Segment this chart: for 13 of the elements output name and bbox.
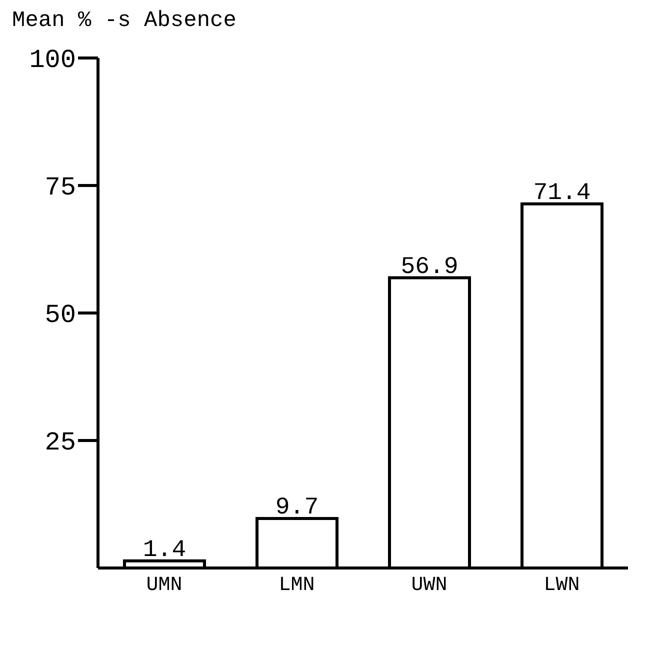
y-tick-label: 100 — [29, 45, 76, 76]
y-tick-label: 25 — [44, 428, 76, 458]
x-tick-label: UWN — [411, 574, 448, 598]
x-tick-label: LMN — [278, 574, 315, 598]
data-label: 56.9 — [400, 254, 458, 281]
x-tick-label: LWN — [544, 574, 580, 598]
y-tick-label: 75 — [44, 172, 76, 203]
data-label: 71.4 — [533, 180, 591, 207]
data-label: 9.7 — [275, 494, 319, 522]
y-tick-label: 50 — [44, 300, 76, 330]
data-label: 1.4 — [142, 536, 186, 564]
chart-title: Mean % -s Absence — [11, 8, 238, 35]
x-tick-label: UMN — [146, 574, 182, 598]
